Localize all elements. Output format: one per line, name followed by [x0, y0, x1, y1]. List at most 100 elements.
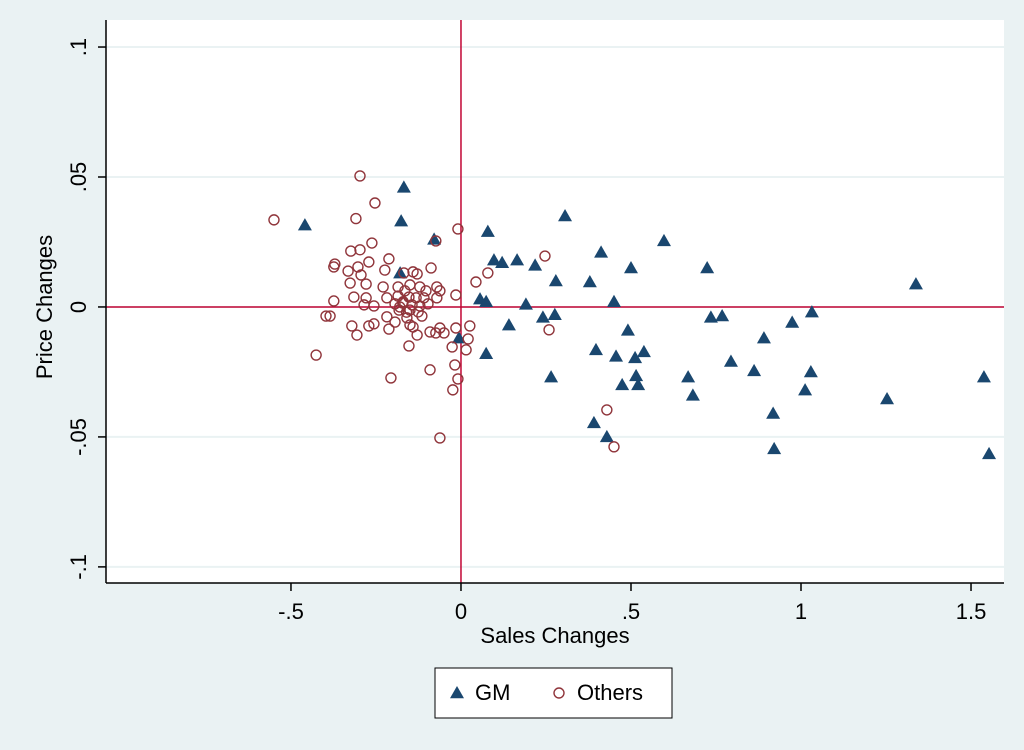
circle-marker	[324, 310, 336, 322]
grid	[106, 20, 1004, 583]
triangle-marker	[756, 331, 771, 344]
circle-marker	[363, 256, 375, 268]
circle-marker	[369, 197, 381, 209]
triangle-marker	[767, 441, 782, 455]
circle-marker	[450, 289, 462, 301]
circle-marker	[539, 250, 551, 262]
circle-marker	[449, 359, 461, 371]
circle-marker	[452, 223, 464, 235]
circle-marker	[438, 327, 450, 339]
triangle-marker	[803, 364, 818, 378]
triangle-marker	[393, 266, 408, 279]
circle-marker	[470, 276, 482, 288]
circle-marker	[543, 324, 555, 336]
circle-marker	[422, 298, 434, 310]
circle-marker	[601, 404, 613, 416]
circle-marker	[401, 312, 413, 324]
circle-marker	[385, 372, 397, 384]
triangle-marker	[606, 294, 621, 308]
circle-marker	[344, 277, 356, 289]
circle-marker	[354, 170, 366, 182]
circle-marker	[354, 244, 366, 256]
circle-marker	[416, 310, 428, 322]
triangle-marker	[547, 307, 562, 321]
circle-marker	[431, 292, 443, 304]
circle-marker	[355, 269, 367, 281]
triangle-marker	[636, 344, 651, 358]
x-tick-label: 1	[795, 599, 807, 624]
circle-marker	[460, 344, 472, 356]
triangle-marker	[544, 370, 559, 383]
circle-marker	[414, 281, 426, 293]
triangle-marker	[394, 214, 409, 227]
triangle-marker	[656, 233, 671, 247]
triangle-marker	[582, 275, 597, 288]
circle-marker	[389, 316, 401, 328]
circle-marker	[360, 292, 372, 304]
triangle-marker	[982, 446, 997, 460]
circle-marker	[424, 364, 436, 376]
circle-marker	[351, 329, 363, 341]
triangle-marker	[723, 354, 738, 367]
triangle-marker	[495, 255, 510, 269]
circle-marker	[400, 306, 413, 318]
triangle-marker	[798, 383, 813, 396]
y-axis-title: Price Changes	[32, 235, 57, 379]
triangle-marker	[700, 260, 715, 274]
circle-marker	[383, 323, 395, 335]
circle-marker	[381, 292, 393, 304]
circle-marker	[392, 281, 404, 293]
y-tick-label: .05	[66, 162, 91, 193]
triangle-marker	[631, 377, 646, 391]
circle-marker	[366, 237, 378, 249]
circle-marker	[425, 262, 437, 274]
plot-area	[106, 20, 1004, 583]
legend-label: GM	[475, 680, 510, 705]
circle-marker	[381, 311, 393, 323]
circle-marker	[404, 319, 416, 331]
triangle-marker	[804, 305, 819, 318]
triangle-marker	[623, 260, 638, 274]
circle-marker	[434, 285, 446, 297]
x-tick-label: -.5	[278, 599, 304, 624]
circle-marker	[411, 268, 423, 280]
triangle-marker	[479, 294, 494, 308]
circle-marker	[383, 253, 395, 265]
legend-items: GM Others	[450, 680, 643, 705]
y-tick-label: .1	[66, 38, 91, 56]
circle-marker	[430, 235, 442, 247]
triangle-marker	[880, 391, 895, 405]
circle-marker	[350, 212, 362, 225]
triangle-marker	[976, 370, 991, 383]
legend-label: Others	[577, 680, 643, 705]
y-tick-label: -.1	[66, 554, 91, 580]
circle-marker	[320, 310, 332, 322]
circle-marker	[397, 296, 409, 308]
circle-marker	[342, 265, 354, 277]
circle-marker	[608, 441, 620, 453]
triangle-marker	[548, 273, 563, 287]
circle-marker	[482, 267, 494, 279]
y-tick-label: 0	[66, 301, 91, 313]
x-axis-title: Sales Changes	[480, 623, 629, 648]
triangle-marker	[479, 346, 494, 359]
triangle-marker	[609, 349, 624, 362]
triangle-marker	[594, 245, 609, 258]
circle-marker	[360, 278, 372, 290]
circle-marker	[452, 373, 464, 385]
circle-marker	[328, 261, 340, 273]
y-tick-label: -.05	[66, 418, 91, 456]
triangle-marker	[629, 368, 644, 382]
circle-marker	[346, 320, 358, 332]
triangle-marker	[599, 429, 614, 443]
circle-marker	[434, 432, 446, 444]
marks	[268, 170, 997, 460]
circle-marker	[363, 320, 375, 332]
triangle-marker	[528, 258, 543, 271]
triangle-marker	[480, 224, 495, 237]
triangle-marker	[908, 277, 923, 290]
triangle-marker	[747, 363, 762, 377]
triangle-marker	[703, 310, 718, 323]
triangle-marker	[586, 415, 601, 429]
